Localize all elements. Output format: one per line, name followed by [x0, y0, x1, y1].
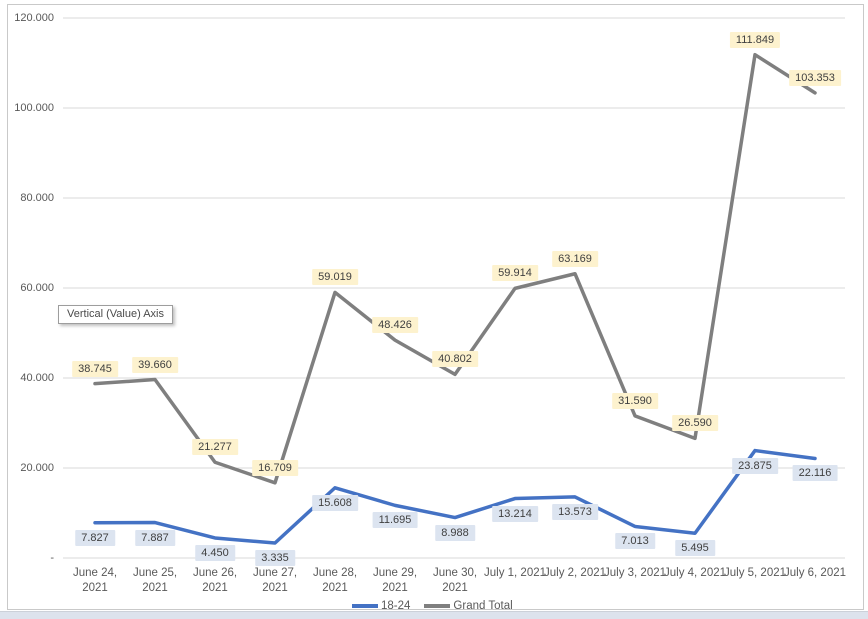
- x-axis-label[interactable]: July 4, 2021: [664, 567, 727, 579]
- x-axis-label[interactable]: July 1, 2021: [484, 567, 547, 579]
- x-axis-label[interactable]: June 30, 2021: [432, 567, 478, 594]
- data-label[interactable]: 111.849: [729, 31, 781, 48]
- legend-item-18-24[interactable]: 18-24: [352, 600, 410, 612]
- data-label[interactable]: 7.887: [135, 529, 175, 546]
- y-axis-tick[interactable]: 40.000: [20, 372, 54, 384]
- x-axis-label[interactable]: June 28, 2021: [312, 567, 358, 594]
- sheet-edge-strip: [0, 611, 868, 619]
- data-label[interactable]: 16.709: [252, 459, 298, 476]
- data-label[interactable]: 59.914: [492, 265, 538, 282]
- data-label[interactable]: 13.214: [492, 505, 538, 522]
- data-label[interactable]: 40.802: [432, 351, 478, 368]
- series-line-Grand Total[interactable]: [93, 52, 817, 485]
- data-label[interactable]: 21.277: [192, 439, 238, 456]
- legend-line-swatch: [424, 604, 451, 608]
- x-axis-label[interactable]: July 2, 2021: [544, 567, 607, 579]
- data-label[interactable]: 4.450: [195, 544, 235, 561]
- data-label[interactable]: 7.827: [75, 529, 115, 546]
- data-label[interactable]: 48.426: [372, 317, 418, 334]
- data-label[interactable]: 3.335: [255, 549, 295, 566]
- legend-label: 18-24: [381, 600, 411, 612]
- x-axis-label[interactable]: June 29, 2021: [372, 567, 418, 594]
- data-label[interactable]: 15.608: [312, 494, 358, 511]
- x-axis-label[interactable]: June 25, 2021: [132, 567, 178, 594]
- data-label[interactable]: 63.169: [552, 250, 598, 267]
- x-axis-label[interactable]: June 24, 2021: [72, 567, 118, 594]
- x-axis-label[interactable]: July 6, 2021: [784, 567, 847, 579]
- y-axis-tick[interactable]: 80.000: [20, 192, 54, 204]
- y-axis-tick[interactable]: 60.000: [20, 282, 54, 294]
- y-axis-tick[interactable]: 100.000: [14, 102, 54, 114]
- data-label[interactable]: 38.745: [72, 360, 118, 377]
- y-axis-tick[interactable]: -: [50, 552, 54, 564]
- data-label[interactable]: 5.495: [675, 540, 715, 557]
- data-label[interactable]: 13.573: [552, 503, 598, 520]
- data-label[interactable]: 23.875: [732, 457, 778, 474]
- legend-label: Grand Total: [453, 600, 513, 612]
- x-axis-label[interactable]: June 26, 2021: [192, 567, 238, 594]
- chart-legend[interactable]: 18-24 Grand Total: [352, 600, 513, 612]
- data-label[interactable]: 59.019: [312, 269, 358, 286]
- x-axis-label[interactable]: June 27, 2021: [252, 567, 298, 594]
- y-axis-tick[interactable]: 120.000: [14, 12, 54, 24]
- x-axis-label[interactable]: July 3, 2021: [604, 567, 667, 579]
- data-label[interactable]: 8.988: [435, 524, 475, 541]
- data-label[interactable]: 7.013: [615, 533, 655, 550]
- axis-tooltip: Vertical (Value) Axis: [58, 305, 174, 324]
- y-axis-tick[interactable]: 20.000: [20, 462, 54, 474]
- series-line-18-24[interactable]: [93, 448, 817, 545]
- legend-line-swatch: [352, 604, 378, 608]
- data-label[interactable]: 26.590: [672, 415, 718, 432]
- data-label[interactable]: 22.116: [792, 465, 838, 482]
- data-label[interactable]: 31.590: [612, 392, 658, 409]
- data-label[interactable]: 103.353: [789, 69, 841, 86]
- data-label[interactable]: 39.660: [132, 356, 178, 373]
- legend-item-Grand Total[interactable]: Grand Total: [424, 600, 513, 612]
- data-label[interactable]: 11.695: [372, 512, 418, 529]
- x-axis-label[interactable]: July 5, 2021: [724, 567, 787, 579]
